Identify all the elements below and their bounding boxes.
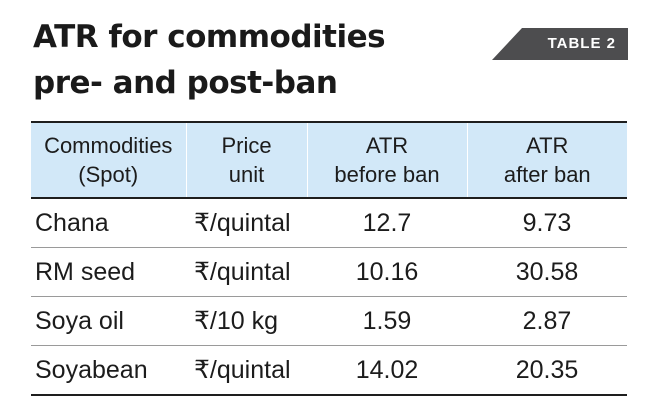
header-price-unit: Price unit	[186, 121, 308, 199]
price-unit-cell: ₹/10 kg	[186, 296, 307, 346]
header-atr-before-line-2: before ban	[334, 162, 440, 187]
table-row: Soyabean ₹/quintal 14.02 20.35	[31, 345, 627, 396]
commodity-cell: Soyabean	[31, 345, 186, 396]
atr-after-cell: 2.87	[467, 296, 627, 346]
commodity-cell: RM seed	[31, 247, 186, 297]
atr-before-cell: 14.02	[307, 345, 467, 396]
header-atr-after-ban: ATR after ban	[467, 121, 627, 199]
atr-after-cell: 9.73	[467, 198, 627, 248]
table-row: Chana ₹/quintal 12.7 9.73	[31, 198, 627, 248]
table-body: Chana ₹/quintal 12.7 9.73 RM seed ₹/quin…	[31, 198, 627, 396]
header-row: Commodities (Spot) Price unit ATR before…	[31, 121, 627, 199]
table-header: Commodities (Spot) Price unit ATR before…	[31, 121, 627, 199]
header-atr-after-line-2: after ban	[503, 162, 591, 187]
header-commodities-line-1: Commodities	[44, 133, 173, 158]
header-price-unit-line-1: Price	[221, 133, 272, 158]
price-unit-cell: ₹/quintal	[186, 345, 307, 396]
header-atr-before-line-1: ATR	[365, 133, 409, 158]
title-line-2: pre- and post-ban	[33, 65, 338, 101]
price-unit-cell: ₹/quintal	[186, 247, 307, 297]
commodity-cell: Chana	[31, 198, 186, 248]
title-line-1: ATR for commodities	[33, 19, 386, 55]
header-atr-after-line-1: ATR	[526, 133, 569, 158]
atr-after-cell: 20.35	[467, 345, 627, 396]
commodity-cell: Soya oil	[31, 296, 186, 346]
header-price-unit-line-2: unit	[228, 162, 265, 187]
atr-table: Commodities (Spot) Price unit ATR before…	[31, 121, 627, 396]
badge-label: TABLE 2	[547, 35, 616, 52]
atr-before-cell: 10.16	[307, 247, 467, 297]
atr-before-cell: 1.59	[307, 296, 467, 346]
header-commodities-line-2: (Spot)	[78, 162, 139, 187]
price-unit-cell: ₹/quintal	[186, 198, 307, 248]
atr-after-cell: 30.58	[467, 247, 627, 297]
atr-before-cell: 12.7	[307, 198, 467, 248]
header-commodities: Commodities (Spot)	[31, 121, 187, 199]
header-atr-before-ban: ATR before ban	[307, 121, 468, 199]
table-row: Soya oil ₹/10 kg 1.59 2.87	[31, 296, 627, 346]
page-title: ATR for commodities pre- and post-ban	[33, 14, 463, 106]
table-number-badge: TABLE 2	[492, 28, 628, 60]
table-row: RM seed ₹/quintal 10.16 30.58	[31, 247, 627, 297]
